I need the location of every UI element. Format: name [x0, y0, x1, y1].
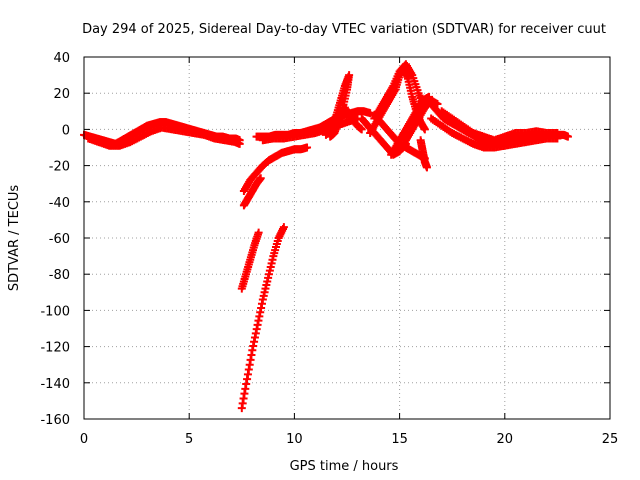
x-tick-label: 5	[185, 432, 193, 447]
y-tick-label: -100	[40, 304, 70, 319]
y-tick-label: 0	[62, 123, 70, 138]
chart-title: Day 294 of 2025, Sidereal Day-to-day VTE…	[82, 22, 606, 37]
data-point	[235, 139, 244, 148]
x-axis: 0 5 10 15 20 25	[80, 57, 618, 447]
x-tick-label: 15	[391, 432, 408, 447]
series-curve-upper-drop	[239, 143, 312, 195]
data-point	[303, 143, 312, 152]
y-tick-label: -60	[49, 232, 70, 247]
series-main-band-late-upper	[437, 107, 562, 145]
y-tick-label: -140	[40, 377, 70, 392]
data-point	[256, 174, 265, 183]
y-tick-label: -40	[49, 196, 70, 211]
series-cross-15-up-b	[395, 96, 442, 156]
data-point	[422, 163, 431, 172]
x-tick-label: 0	[80, 432, 88, 447]
data-point	[357, 125, 366, 134]
x-tick-label: 10	[286, 432, 303, 447]
data-point	[279, 223, 288, 232]
x-tick-label: 20	[497, 432, 514, 447]
y-tick-label: -120	[40, 341, 70, 356]
series-drop-16	[416, 136, 431, 172]
y-tick-label: -20	[49, 160, 70, 175]
x-tick-label: 25	[602, 432, 619, 447]
y-tick-label: 20	[53, 87, 70, 102]
y-tick-label: -160	[40, 413, 70, 428]
y-tick-label: 40	[53, 51, 70, 66]
grid	[84, 57, 610, 419]
series-curve-upper-drop-b	[239, 174, 265, 210]
series-line-long-steep	[237, 223, 288, 413]
data-marks	[80, 60, 572, 413]
data-point	[254, 228, 263, 237]
y-tick-label: -80	[49, 268, 70, 283]
series-main-band-late-lower	[427, 114, 562, 152]
series-spike-12b	[321, 103, 366, 139]
x-axis-label: GPS time / hours	[290, 459, 399, 474]
data-point	[553, 129, 562, 138]
plot-frame	[83, 56, 611, 420]
series-line-mid-steep	[237, 228, 263, 293]
series-main-band-early-lower	[84, 123, 244, 150]
data-point	[563, 132, 572, 141]
data-point	[366, 109, 375, 118]
data-point	[420, 125, 429, 134]
series-cross-15-up	[387, 92, 434, 159]
y-axis-label: SDTVAR / TECUs	[7, 185, 22, 292]
y-axis: -160 -140 -120 -100 -80 -60 -40 -20 0 20 40	[40, 51, 610, 428]
